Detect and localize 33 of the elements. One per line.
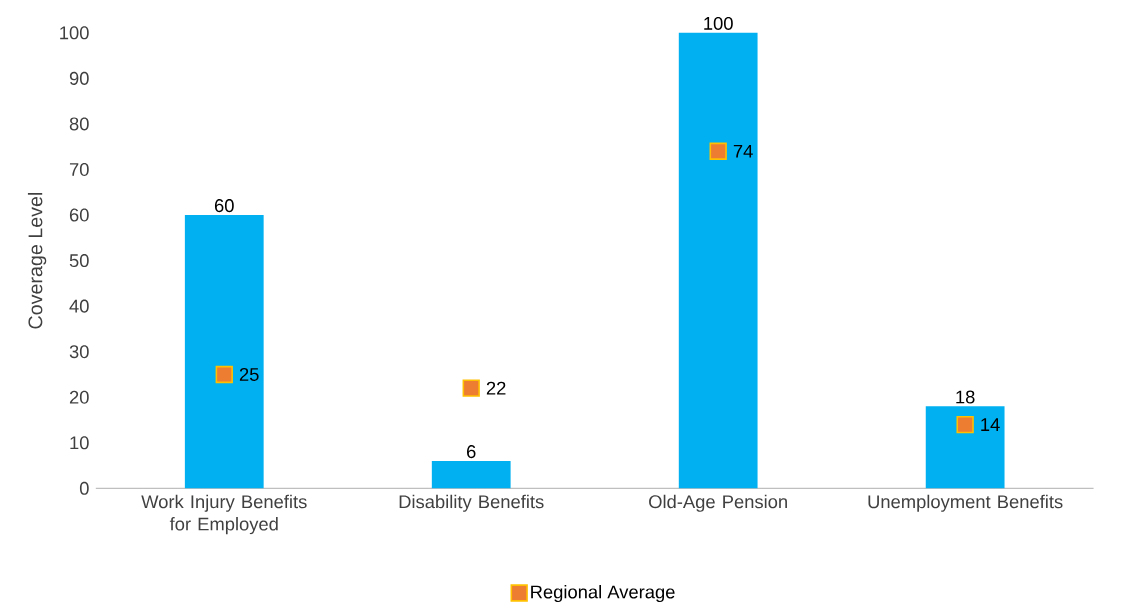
bar — [678, 32, 758, 489]
bar — [925, 406, 1005, 489]
data-label: 100 — [704, 16, 733, 30]
bar — [431, 460, 511, 489]
point — [956, 415, 974, 434]
y-tick-label: 100 — [60, 26, 89, 40]
data-label: 22 — [486, 381, 506, 395]
y-tick-label: 40 — [69, 299, 89, 313]
x-tick-label: Disability Benefits — [399, 494, 544, 512]
y-tick-label: 30 — [69, 344, 89, 358]
y-tick-label: 10 — [70, 436, 89, 450]
y-tick-label: 50 — [69, 253, 89, 267]
data-label: 74 — [733, 144, 753, 158]
data-label: 6 — [467, 444, 476, 458]
y-tick-label: 90 — [69, 71, 89, 85]
x-tick-label: Old-Age Pension — [649, 494, 787, 512]
legend-label: Regional Average — [531, 584, 675, 602]
y-tick-label: 60 — [69, 208, 89, 222]
y-axis-title: Coverage Level — [27, 192, 47, 329]
y-tick-label: 0 — [79, 481, 89, 495]
x-tick-label: Work Injury Benefits for Employed — [141, 494, 307, 534]
x-tick-label: Unemployment Benefits — [868, 494, 1063, 512]
data-label: 14 — [981, 418, 1000, 431]
y-tick-label: 80 — [69, 117, 89, 131]
point — [462, 379, 480, 397]
data-label: 18 — [956, 390, 975, 404]
point — [709, 142, 727, 160]
bar — [184, 214, 264, 489]
data-label: 60 — [214, 198, 234, 212]
point — [215, 365, 233, 383]
data-label: 25 — [239, 367, 259, 381]
y-tick-label: 20 — [69, 390, 89, 404]
y-tick-label: 70 — [69, 162, 89, 176]
